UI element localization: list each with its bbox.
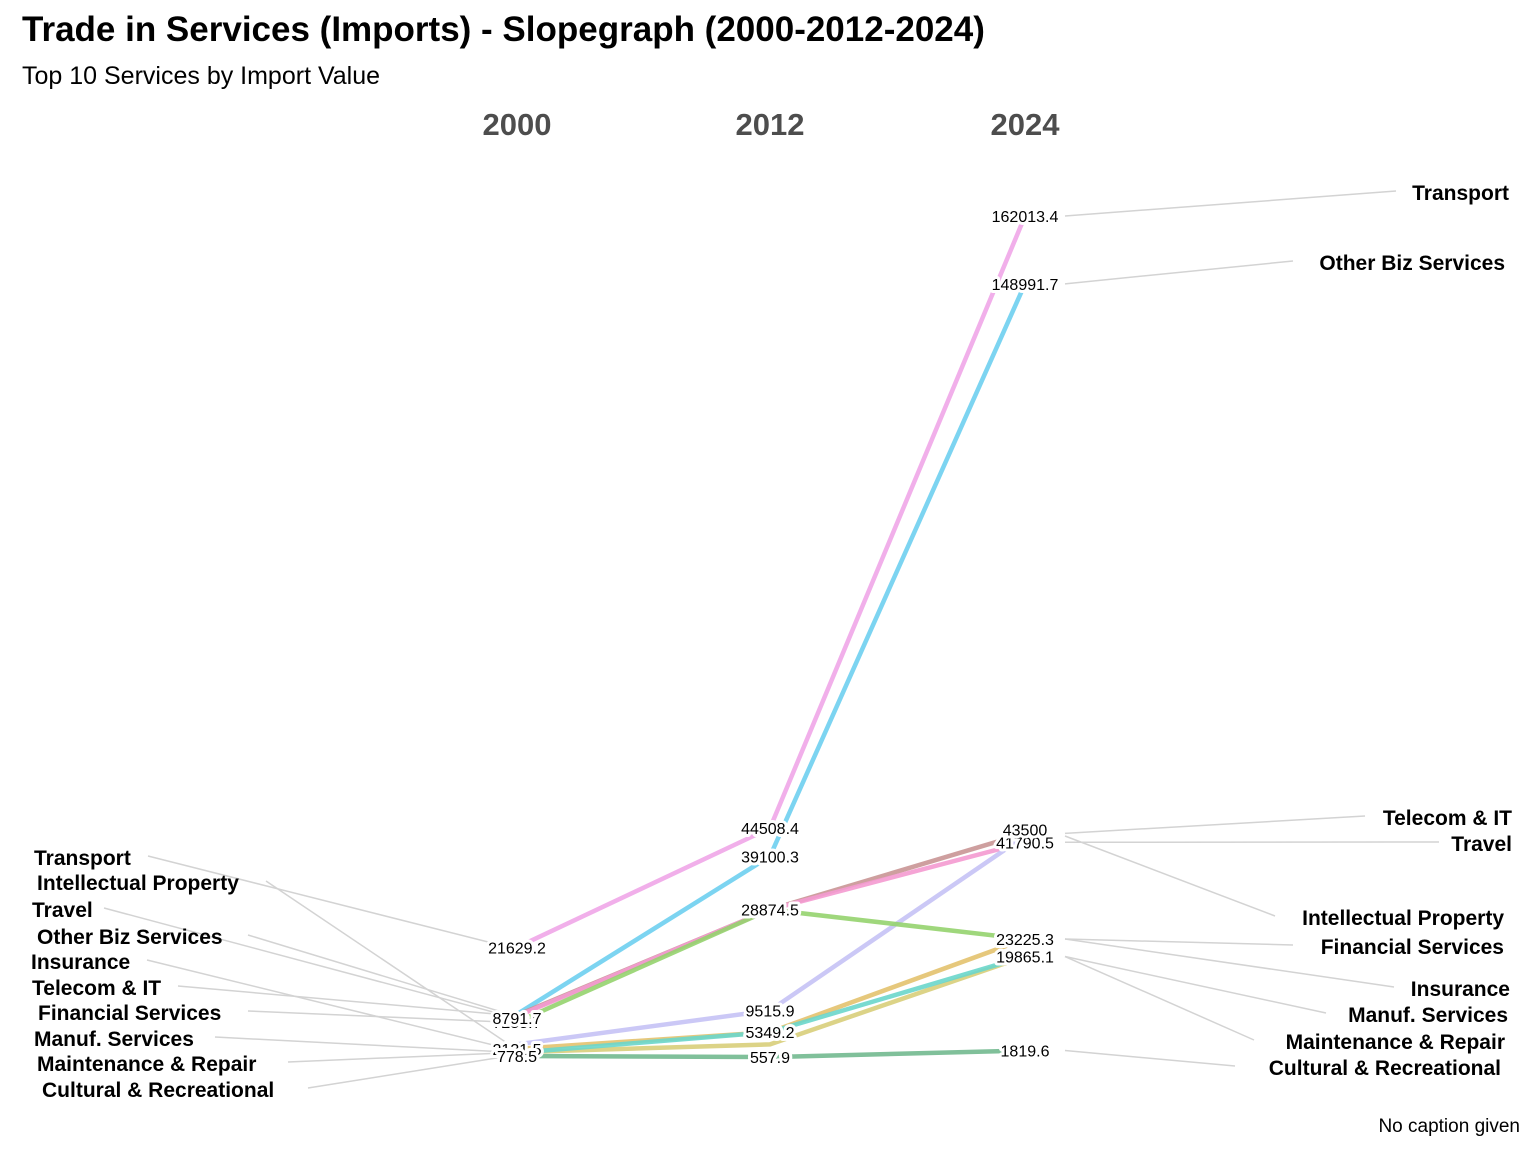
value-label-intellectual-property-2012: 9515.9	[746, 1003, 795, 1020]
right-connector-intellectual-property	[1064, 835, 1276, 917]
left-name-telecom-and-it: Telecom & IT	[32, 977, 161, 1000]
left-connector-transport	[147, 855, 510, 949]
series-line-manuf-services	[514, 954, 1028, 1055]
right-name-insurance: Insurance	[1411, 978, 1510, 1001]
right-connector-other-biz-services	[1064, 260, 1294, 285]
left-name-intellectual-property: Intellectual Property	[37, 872, 239, 895]
left-name-insurance: Insurance	[31, 951, 130, 974]
right-connector-insurance	[1064, 938, 1395, 988]
value-label-extra-2024: 43500	[1003, 822, 1048, 839]
left-connector-manuf-services	[214, 1036, 510, 1053]
right-name-cultural-and-recreational: Cultural & Recreational	[1269, 1057, 1501, 1080]
value-label-transport-2012: 44508.4	[741, 821, 799, 838]
left-connector-maintenance-and-repair	[287, 1051, 510, 1063]
left-connector-cultural-and-recreational	[307, 1055, 510, 1089]
year-header-2012: 2012	[736, 107, 805, 142]
left-name-cultural-and-recreational: Cultural & Recreational	[42, 1079, 274, 1102]
right-connector-transport	[1064, 190, 1397, 217]
value-label-travel-2024: 41790.5	[996, 835, 1054, 852]
value-label-other-biz-services-2012: 39100.3	[741, 849, 799, 866]
series-line-cultural-and-recreational	[514, 1048, 1028, 1060]
right-name-telecom-and-it: Telecom & IT	[1383, 807, 1512, 830]
right-name-other-biz-services: Other Biz Services	[1319, 252, 1505, 275]
right-connector-cultural-and-recreational	[1064, 1049, 1236, 1067]
left-name-travel: Travel	[32, 899, 93, 922]
right-connector-maintenance-and-repair	[1064, 955, 1255, 1041]
left-connector-other-biz-services	[247, 934, 510, 1015]
value-label-other-biz-services-2024: 148991.7	[992, 277, 1059, 294]
left-name-manuf-services: Manuf. Services	[34, 1028, 194, 1051]
right-connector-financial-services	[1064, 938, 1294, 946]
series-line-transport	[514, 213, 1028, 950]
right-connector-manuf-services	[1064, 955, 1327, 1014]
left-connector-telecom-and-it	[177, 985, 510, 1016]
left-name-other-biz-services: Other Biz Services	[37, 926, 223, 949]
series-line-maintenance-and-repair	[514, 954, 1028, 1055]
left-connector-intellectual-property	[265, 880, 510, 1045]
left-name-maintenance-and-repair: Maintenance & Repair	[37, 1053, 256, 1076]
value-label-cultural-and-recreational-2024: 1819.6	[1001, 1044, 1050, 1061]
value-label-travel-2012: 28874.5	[741, 903, 799, 920]
series-line-intellectual-property	[514, 833, 1028, 1047]
value-label-financial-services-2024: 23225.3	[996, 932, 1054, 949]
year-header-2024: 2024	[991, 107, 1061, 142]
right-name-travel: Travel	[1451, 833, 1512, 856]
chart-title: Trade in Services (Imports) - Slopegraph…	[22, 10, 985, 49]
chart-subtitle: Top 10 Services by Import Value	[22, 62, 381, 90]
series-line-other-biz-services	[514, 281, 1028, 1017]
value-label-insurance-2012: 5349.2	[746, 1025, 795, 1042]
value-label-insurance-2000: 2131.5	[493, 1042, 542, 1059]
value-label-transport-2024: 162013.4	[992, 209, 1059, 226]
left-name-transport: Transport	[34, 847, 131, 870]
series-line-financial-services	[514, 907, 1028, 1025]
year-header-2000: 2000	[483, 107, 552, 142]
right-name-maintenance-and-repair: Maintenance & Repair	[1286, 1031, 1505, 1054]
left-connector-travel	[103, 907, 510, 1017]
value-label-manuf-services-2024: 19865.1	[996, 950, 1054, 967]
right-name-manuf-services: Manuf. Services	[1348, 1004, 1508, 1027]
right-name-intellectual-property: Intellectual Property	[1302, 907, 1504, 930]
value-label-extra-2000: 8791.7	[493, 1011, 542, 1028]
chart-caption: No caption given	[1378, 1116, 1520, 1137]
value-label-cultural-and-recreational-2012: 557.9	[750, 1050, 790, 1067]
value-label-financial-services-2000: 7255.7	[493, 1015, 542, 1032]
value-label-cultural-and-recreational-2000: 778.5	[497, 1049, 537, 1066]
right-name-transport: Transport	[1412, 182, 1509, 205]
right-connector-telecom-and-it	[1064, 815, 1366, 835]
value-label-transport-2000: 21629.2	[488, 940, 546, 957]
right-name-financial-services: Financial Services	[1321, 936, 1504, 959]
left-connector-financial-services	[247, 1010, 510, 1023]
left-name-financial-services: Financial Services	[38, 1002, 221, 1025]
left-connector-insurance	[146, 959, 510, 1050]
